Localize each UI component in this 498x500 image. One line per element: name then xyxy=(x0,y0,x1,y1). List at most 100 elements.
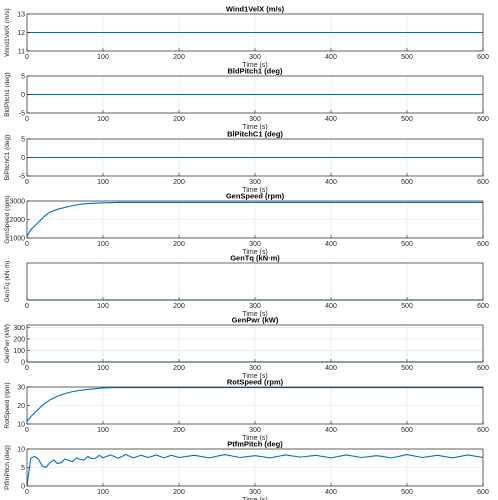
x-tick-label: 400 xyxy=(325,241,337,248)
subplot-7: 0 100 200 300 400 500 600 10 20 30 RotSpeed (rpm) T… xyxy=(4,378,489,443)
x-tick-label: 600 xyxy=(477,303,489,310)
x-axis-label: Time (s) xyxy=(242,62,267,69)
x-axis-label: Time (s) xyxy=(242,497,267,500)
y-tick-label: 20 xyxy=(17,403,25,410)
x-tick-label: 600 xyxy=(477,241,489,248)
x-tick-label: 0 xyxy=(25,427,29,434)
x-tick-label: 600 xyxy=(477,365,489,372)
x-tick-label: 300 xyxy=(249,116,261,123)
x-tick-label: 200 xyxy=(173,179,185,186)
x-axis-label: Time (s) xyxy=(242,124,267,131)
x-tick-label: 0 xyxy=(25,241,29,248)
y-tick-label: 13 xyxy=(17,12,25,19)
x-tick-label: 0 xyxy=(25,116,29,123)
x-axis-label: Time (s) xyxy=(242,311,267,318)
x-tick-label: 100 xyxy=(97,116,109,123)
y-tick-label: 0 xyxy=(21,484,25,491)
x-tick-label: 400 xyxy=(325,489,337,496)
y-tick-label: 3000 xyxy=(9,199,25,206)
x-tick-label: 300 xyxy=(249,54,261,61)
x-tick-label: 500 xyxy=(401,179,413,186)
y-tick-label: -5 xyxy=(19,111,25,118)
x-tick-label: 400 xyxy=(325,303,337,310)
y-tick-label: 1000 xyxy=(9,236,25,243)
x-tick-label: 400 xyxy=(325,179,337,186)
x-tick-label: 100 xyxy=(97,489,109,496)
y-axis-label: BldPitch1 (deg) xyxy=(4,72,11,116)
x-tick-label: 200 xyxy=(173,54,185,61)
y-tick-label: 0 xyxy=(21,155,25,162)
y-tick-label: 5 xyxy=(21,465,25,472)
x-tick-label: 0 xyxy=(25,489,29,496)
x-tick-label: 100 xyxy=(97,54,109,61)
y-tick-label: 10 xyxy=(17,422,25,429)
x-tick-label: 500 xyxy=(401,54,413,61)
x-axis-label: Time (s) xyxy=(242,249,267,256)
series-line xyxy=(26,201,483,237)
y-tick-label: 300 xyxy=(13,325,25,332)
x-tick-label: 600 xyxy=(477,116,489,123)
x-tick-label: 600 xyxy=(477,427,489,434)
chart-title: GenTq (kN·m) xyxy=(230,254,280,263)
subplot-8: 0 100 200 300 400 500 600 0 5 10 PtfmPitch (deg) Ti… xyxy=(4,440,489,500)
x-tick-label: 400 xyxy=(325,427,337,434)
y-axis-label: GenTq (kN·m) xyxy=(4,261,11,303)
x-tick-label: 0 xyxy=(25,179,29,186)
x-tick-label: 0 xyxy=(25,365,29,372)
y-tick-label: 0 xyxy=(21,92,25,99)
x-tick-label: 200 xyxy=(173,365,185,372)
y-tick-label: 100 xyxy=(13,348,25,355)
chart-title: Wind1VelX (m/s) xyxy=(226,5,285,14)
x-tick-label: 200 xyxy=(173,116,185,123)
x-tick-label: 0 xyxy=(25,303,29,310)
y-axis-label: BlPitchC1 (deg) xyxy=(4,135,11,181)
subplot-4: 0 100 200 300 400 500 600100020003000GenSpeed … xyxy=(4,192,489,257)
y-axis-label: PtfmPitch (deg) xyxy=(4,445,11,490)
x-axis-label: Time (s) xyxy=(242,373,267,380)
x-tick-label: 500 xyxy=(401,489,413,496)
chart-title: PtfmPitch (deg) xyxy=(227,440,283,449)
subplot-5: 0 100 200 300 400 500 600 GenTq (kN·m) Time (s) G… xyxy=(4,254,489,319)
x-tick-label: 400 xyxy=(325,116,337,123)
x-tick-label: 500 xyxy=(401,303,413,310)
y-tick-label: 5 xyxy=(21,137,25,144)
series-line xyxy=(26,453,484,486)
y-tick-label: 5 xyxy=(21,74,25,81)
chart-title: BlPitchC1 (deg) xyxy=(227,130,283,139)
x-tick-label: 400 xyxy=(325,54,337,61)
series-line xyxy=(26,387,483,422)
x-tick-label: 300 xyxy=(249,241,261,248)
x-tick-label: 600 xyxy=(477,54,489,61)
y-axis-label: GenSpeed (rpm) xyxy=(4,195,11,243)
y-tick-label: 0 xyxy=(21,360,25,367)
x-tick-label: 300 xyxy=(249,303,261,310)
x-tick-label: 500 xyxy=(401,241,413,248)
x-tick-label: 600 xyxy=(477,179,489,186)
x-tick-label: 100 xyxy=(97,179,109,186)
x-tick-label: 500 xyxy=(401,427,413,434)
chart-title: BldPitch1 (deg) xyxy=(227,67,283,76)
x-tick-label: 500 xyxy=(401,365,413,372)
y-axis-label: RotSpeed (rpm) xyxy=(4,382,11,428)
y-tick-label: 30 xyxy=(17,385,25,392)
x-tick-label: 200 xyxy=(173,303,185,310)
y-axis-label: GenPwr (kW) xyxy=(4,324,11,363)
x-axis-label: Time (s) xyxy=(242,187,267,194)
x-tick-label: 300 xyxy=(249,365,261,372)
x-tick-label: 100 xyxy=(97,303,109,310)
x-tick-label: 600 xyxy=(477,489,489,496)
x-tick-label: 200 xyxy=(173,427,185,434)
x-tick-label: 400 xyxy=(325,365,337,372)
x-axis-label: Time (s) xyxy=(242,435,267,442)
x-tick-label: 0 xyxy=(25,54,29,61)
chart-title: GenPwr (kW) xyxy=(232,316,279,325)
y-tick-label: 12 xyxy=(17,30,25,37)
chart-title: GenSpeed (rpm) xyxy=(226,192,285,201)
y-tick-label: 200 xyxy=(13,336,25,343)
y-axis-label: Wind1VelX (m/s) xyxy=(4,8,11,56)
x-tick-label: 500 xyxy=(401,116,413,123)
x-tick-label: 100 xyxy=(97,241,109,248)
